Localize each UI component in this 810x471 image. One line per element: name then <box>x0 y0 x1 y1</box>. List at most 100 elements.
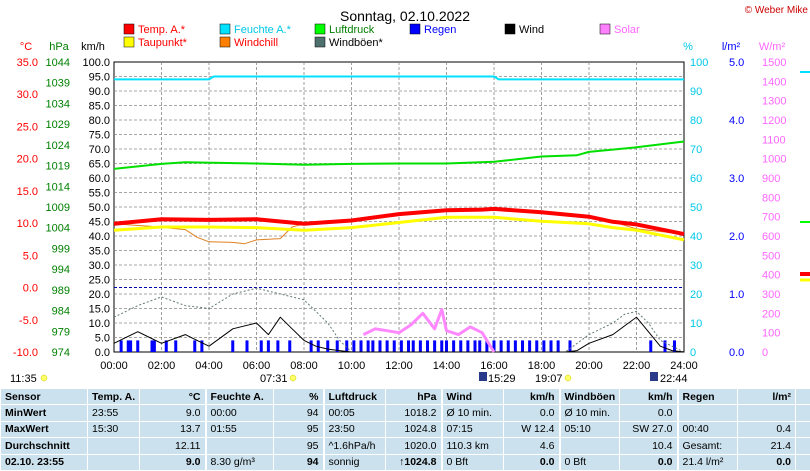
rain-bar <box>426 340 429 352</box>
rain-bar <box>506 340 510 352</box>
solar-tick-label: 1100 <box>762 134 786 146</box>
rain-bar <box>499 340 503 352</box>
axis-ticks: 35.0 30.0 25.0 20.0 15.0 10.0 5.0 0.0 -5.0 -10.0 1… <box>13 57 810 372</box>
solar-tick-label: 800 <box>762 192 780 204</box>
rain-tick-label: 4.0 <box>729 115 744 127</box>
table-cell: ^1.6hPa/h <box>322 437 386 455</box>
hum-tick-label: 60 <box>690 173 702 185</box>
press-tick-label: 994 <box>52 264 70 276</box>
hum-tick-label: 10 <box>690 318 702 330</box>
rain-bar <box>478 340 482 352</box>
rain-bar <box>316 340 320 352</box>
table-cell: 0 Bft <box>558 453 620 471</box>
table-cell <box>795 453 810 471</box>
sun-icon <box>40 374 48 382</box>
rain-bar <box>150 340 154 352</box>
solar-tick-label: 1400 <box>762 76 786 88</box>
rain-bar <box>366 340 370 352</box>
wind-tick-label: 100.0 <box>82 57 110 69</box>
table-header: Windböen <box>558 387 620 406</box>
sun-moon-labels: 11:35 07:31 15:29 19:07 22:44 <box>10 372 688 385</box>
table-cell: 0.0 <box>737 453 796 471</box>
rain-bar <box>485 340 489 352</box>
solar-tick-label: 1000 <box>762 154 786 166</box>
wind-tick-label: 80.0 <box>89 115 110 127</box>
table-cell: 23:55 <box>87 404 140 422</box>
solar-tick-label: 1500 <box>762 57 786 69</box>
rain-bar <box>440 340 444 352</box>
rain-bar <box>513 340 517 352</box>
table-cell <box>676 404 738 422</box>
hum-tick-label: 30 <box>690 260 702 272</box>
press-tick-label: 974 <box>52 347 70 359</box>
table-cell: 8.30 g/m³ <box>204 453 274 471</box>
rain-bar <box>245 340 249 352</box>
rain-bar <box>136 340 140 352</box>
rain-bar <box>521 340 524 352</box>
wind-tick-label: 70.0 <box>89 144 110 156</box>
table-cell: Ø 10 min. <box>440 404 504 422</box>
wind-tick-label: 65.0 <box>89 159 110 171</box>
table-cell: 94 <box>273 453 324 471</box>
table-cell: 1020.0 <box>385 437 442 455</box>
table-cell: 110.3 km <box>440 437 504 455</box>
sunset-icon <box>564 374 572 382</box>
table-cell: 95 <box>273 420 324 439</box>
table-cell <box>795 437 810 455</box>
table-cell: 1024.8 <box>385 420 442 439</box>
table-header: Luftdruck <box>322 387 386 406</box>
table-cell: 01:55 <box>204 420 274 439</box>
temp-tick-label: 20.0 <box>17 154 38 166</box>
table-row-label: MaxWert <box>0 420 88 439</box>
legend-label: Temp. A.* <box>138 24 186 36</box>
table-cell: 9.0 <box>139 453 206 471</box>
rain-bar <box>119 340 123 352</box>
rain-bar <box>378 340 382 352</box>
rain-bar <box>266 340 270 352</box>
rain-bar <box>411 340 415 352</box>
temp-tick-label: 5.0 <box>23 250 38 262</box>
x-tick-label: 22:00 <box>623 360 651 372</box>
table-cell <box>795 420 810 439</box>
weather-chart: Sonntag, 02.10.2022 © Weber Mike Temp. A… <box>10 5 810 385</box>
rain-bar <box>418 340 422 352</box>
table-cell <box>558 437 620 455</box>
table-cell: 13.7 <box>139 420 206 439</box>
rain-bar <box>231 340 235 352</box>
solar-tick-label: 600 <box>762 231 780 243</box>
rain-bar <box>200 340 204 352</box>
press-tick-label: 989 <box>52 285 70 297</box>
legend-label: Solar <box>614 24 640 36</box>
wind-tick-label: 50.0 <box>89 202 110 214</box>
x-tick-label: 02:00 <box>148 360 176 372</box>
rain-bar <box>193 340 197 352</box>
rain-unit-label: l/m² <box>722 41 741 53</box>
temp-tick-label: 25.0 <box>17 121 38 133</box>
rain-bar <box>556 340 560 352</box>
x-tick-label: 04:00 <box>195 360 223 372</box>
press-tick-label: 999 <box>52 243 70 255</box>
hum-tick-label: 20 <box>690 289 702 301</box>
hum-tick-label: 90 <box>690 86 702 98</box>
rain-bar <box>335 340 339 352</box>
solar-tick-label: 1200 <box>762 115 786 127</box>
rain-bar <box>649 340 653 352</box>
legend-swatch <box>409 23 421 35</box>
rain-bar <box>459 340 463 352</box>
moonrise-icon <box>479 372 487 381</box>
moonset-time: 22:44 <box>660 373 688 385</box>
press-tick-label: 1024 <box>46 140 70 152</box>
table-cell: W 12.4 <box>503 420 560 439</box>
legend-label: Regen <box>424 24 456 36</box>
table-header-row: Sensor Temp. A. °C Feuchte A. % Luftdruc… <box>0 387 810 406</box>
rain-bar <box>452 340 456 352</box>
press-tick-label: 984 <box>52 306 70 318</box>
chart-marks <box>113 75 685 353</box>
legend-label: Taupunkt* <box>138 37 188 49</box>
table-row: 02.10. 23:55 9.0 8.30 g/m³ 94 sonnig ↑10… <box>0 453 810 471</box>
table-row: MinWert 23:55 9.0 00:00 94 00:05 1018.2 … <box>0 404 810 422</box>
wind-tick-label: 0.0 <box>95 347 110 359</box>
table-row: Durchschnitt 12.11 95 ^1.6hPa/h 1020.0 1… <box>0 437 810 455</box>
table-row-label: Durchschnitt <box>0 437 88 455</box>
press-unit-label: hPa <box>49 41 69 53</box>
